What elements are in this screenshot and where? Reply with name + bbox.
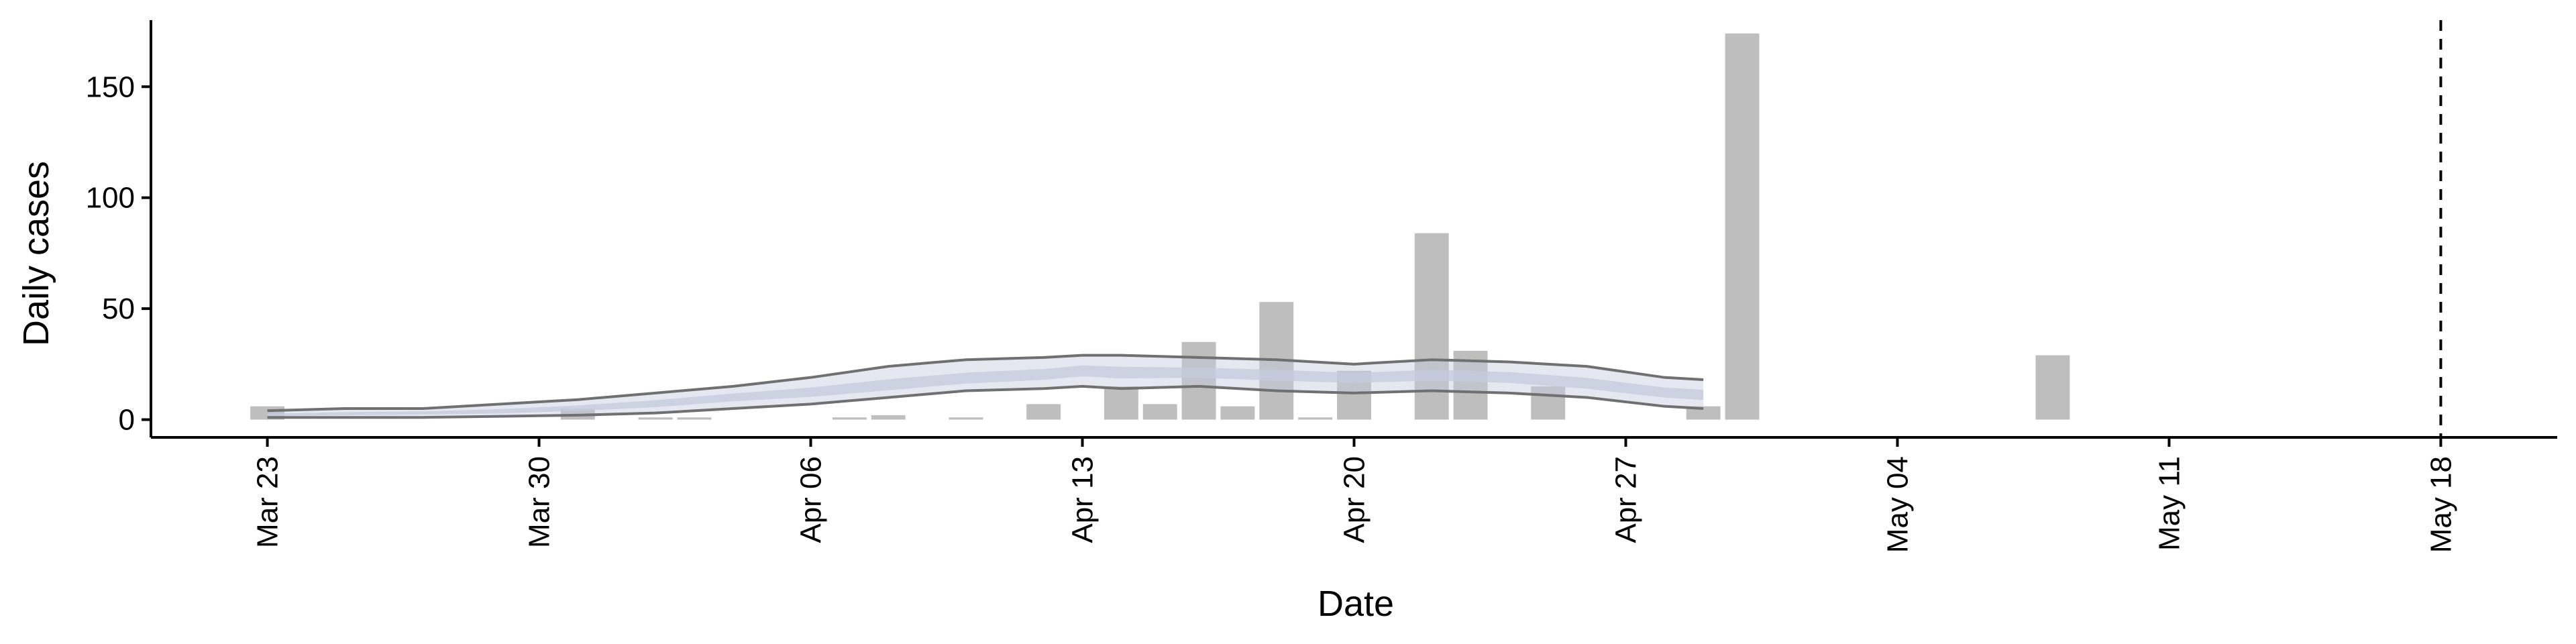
y-tick-label: 150 — [86, 70, 135, 103]
bar — [1220, 406, 1255, 420]
estimate-lower-line — [267, 384, 1704, 419]
x-tick-label: Apr 06 — [795, 456, 828, 543]
y-tick-label: 0 — [119, 404, 135, 437]
estimate-outer-band — [267, 355, 1704, 418]
x-tick-label: May 11 — [2153, 456, 2186, 551]
x-tick-label: Apr 13 — [1067, 456, 1099, 543]
bar — [1725, 33, 1760, 420]
bar — [2035, 355, 2070, 420]
x-tick-label: Mar 23 — [252, 456, 284, 548]
bar — [1414, 233, 1449, 420]
bar — [1181, 341, 1216, 420]
x-tick-label: May 18 — [2424, 456, 2457, 553]
bar — [1142, 404, 1177, 420]
axes-layer: 0 50 100 150 Mar 23 Mar 30 Apr 06 Apr 13 Apr 20 A… — [86, 20, 2557, 553]
bar — [871, 415, 906, 420]
bar — [1298, 417, 1333, 420]
bar — [1026, 404, 1061, 420]
bar — [1104, 386, 1138, 420]
bar — [1531, 386, 1566, 420]
estimate-inner-band — [267, 365, 1704, 417]
bar — [1686, 406, 1721, 420]
bar — [638, 417, 673, 420]
bar — [832, 417, 867, 420]
x-tick-label: May 04 — [1881, 456, 1914, 553]
bar — [677, 417, 712, 420]
estimate-band-layer — [267, 354, 1704, 419]
bar — [949, 417, 983, 420]
x-tick-label: Mar 30 — [523, 456, 556, 548]
y-tick-label: 100 — [86, 182, 135, 215]
x-axis-title: Date — [1318, 584, 1394, 624]
x-tick-label: Apr 27 — [1609, 456, 1642, 543]
x-tick-label: Apr 20 — [1338, 456, 1371, 543]
y-axis-title: Daily cases — [16, 161, 56, 346]
y-tick-label: 50 — [102, 292, 135, 325]
estimate-upper-line — [267, 354, 1704, 413]
